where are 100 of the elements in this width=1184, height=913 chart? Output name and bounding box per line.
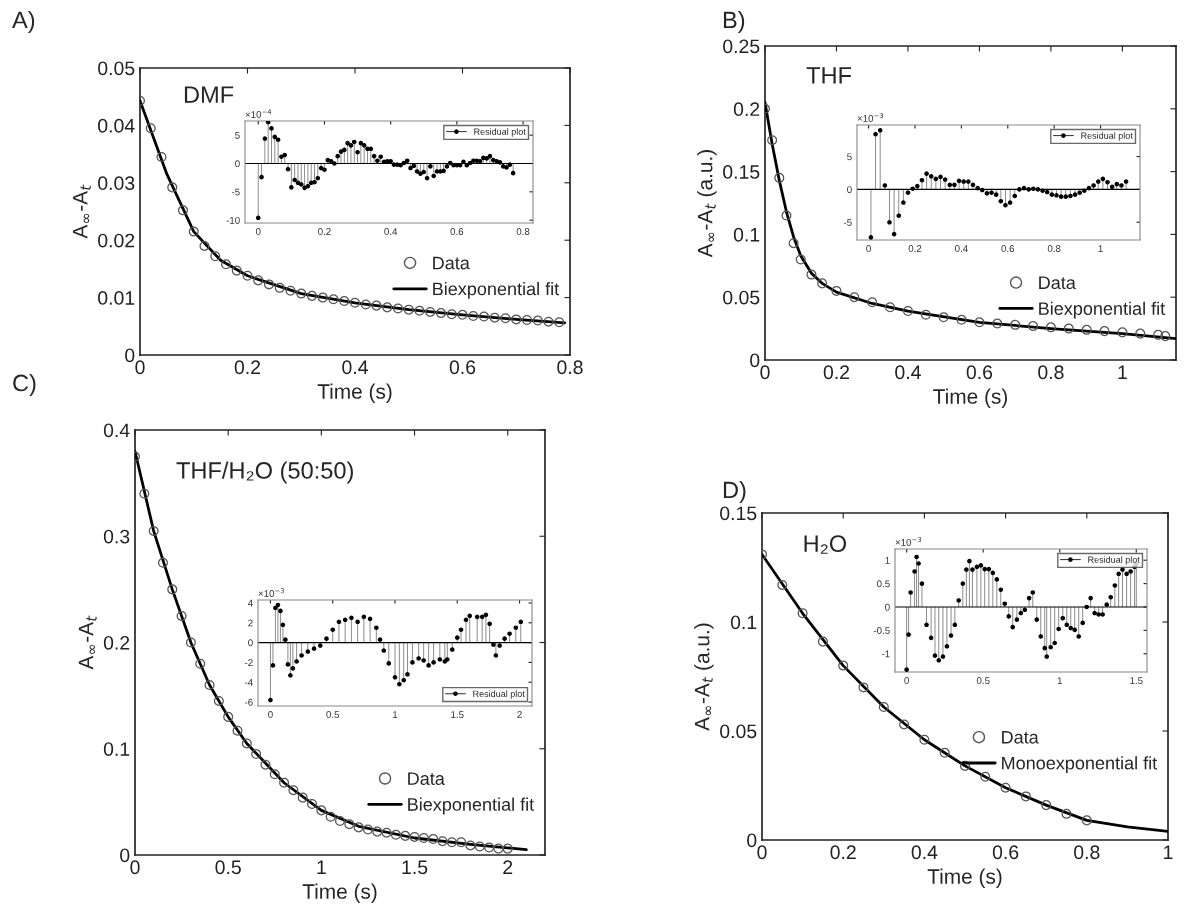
annotation: ×10$^{−3}$: [857, 112, 884, 122]
x-tick-label: 0.6: [992, 845, 1019, 860]
x-tick-label: 1: [317, 860, 326, 874]
x-tick-label: 0.4: [955, 245, 968, 252]
y-tick-label: -5: [843, 219, 852, 226]
legend-label: Biexponential fit: [433, 282, 560, 299]
annotation: THF: [806, 67, 852, 84]
y-tick-label: -0.5: [873, 627, 890, 634]
x-tick-label: 0.2: [318, 228, 331, 235]
legend-label: Monoexponential fit: [1002, 756, 1158, 774]
x-tick-label: 0.8: [1074, 845, 1100, 860]
x-tick-label: 0.8: [557, 360, 583, 375]
x-tick-label: 1: [393, 711, 398, 718]
x-tick-label: 0.8: [516, 228, 530, 235]
x-tick-label: 2: [517, 711, 522, 718]
annotation: DMF: [184, 86, 234, 103]
y-tick-label: -5: [231, 188, 240, 196]
y-axis-title: A$_{∞}$-A$_{t}$ (a.u.): [697, 150, 717, 258]
x-tick-label: 0.5: [976, 677, 990, 684]
y-tick-label: 0.05: [720, 724, 757, 739]
x-axis-title: Time (s): [927, 868, 1002, 888]
y-tick-label: 0.05: [723, 290, 760, 305]
y-tick-label: -1: [881, 650, 890, 658]
x-tick-label: 0: [255, 228, 261, 235]
x-tick-label: 1: [1164, 845, 1173, 859]
x-tick-label: 1: [1098, 245, 1103, 252]
annotation: THF/H₂O (50:50): [176, 461, 353, 484]
y-tick-label: -4: [244, 679, 253, 686]
text: A): [12, 11, 35, 33]
y-axis-title: A$_{∞}$-A$_{t}$: [73, 184, 91, 239]
x-axis-title: Time (s): [933, 388, 1008, 408]
x-axis-title: Time (s): [317, 383, 392, 403]
y-tick-label: 0.02: [98, 233, 135, 248]
x-tick-label: 1: [1118, 365, 1127, 379]
x-tick-label: 0: [135, 360, 145, 375]
x-tick-label: 0.6: [1001, 245, 1015, 252]
x-tick-label: 0.4: [342, 360, 368, 375]
y-tick-label: -6: [244, 698, 253, 706]
legend-label: Data: [1002, 731, 1039, 744]
y-tick-label: 0.03: [98, 176, 135, 191]
legend-label: Residual plot: [1081, 132, 1133, 141]
y-tick-label: 0.15: [723, 165, 760, 179]
y-axis-title: A$_{∞}$-A$_{t}$ (a.u.): [694, 623, 714, 731]
x-tick-label: 0.4: [895, 365, 921, 380]
legend-label: Residual plot: [473, 690, 525, 699]
y-tick-label: 0.5: [877, 580, 890, 588]
y-axis-title: A$_{∞}$-A$_{t}$: [78, 615, 97, 670]
x-tick-label: 0.6: [450, 228, 464, 235]
y-tick-label: -10: [226, 216, 240, 224]
x-tick-label: 0: [866, 245, 871, 252]
y-tick-label: 0: [235, 160, 240, 168]
y-tick-label: 0.4: [103, 423, 130, 438]
legend-label: Data: [1039, 276, 1076, 290]
x-tick-label: 0.4: [384, 228, 398, 235]
y-tick-label: 0.2: [733, 102, 760, 117]
y-tick-label: -2: [244, 659, 253, 666]
text: D): [723, 481, 746, 503]
x-tick-label: 0.4: [911, 845, 938, 860]
x-tick-label: 1.5: [402, 860, 428, 875]
x-tick-label: 0: [760, 365, 770, 380]
y-tick-label: 0.1: [103, 742, 130, 756]
y-tick-label: 0: [847, 186, 852, 194]
annotation: H₂O: [804, 535, 847, 554]
x-tick-label: 0.8: [1047, 245, 1061, 252]
legend-label: Residual plot: [474, 128, 526, 137]
x-tick-label: 0.5: [326, 711, 340, 718]
x-axis-title: Time (s): [302, 883, 377, 903]
y-tick-label: 0.1: [730, 615, 757, 630]
x-tick-label: 1.5: [451, 711, 464, 718]
x-tick-label: 0.6: [449, 360, 476, 375]
y-tick-label: 0.1: [733, 227, 760, 242]
y-tick-label: 5: [847, 153, 852, 161]
y-tick-label: 0.15: [720, 506, 757, 521]
x-tick-label: 1: [1057, 677, 1062, 684]
y-tick-label: 0: [885, 603, 890, 611]
annotation: ×10$^{−3}$: [895, 536, 922, 546]
y-tick-label: 4: [247, 599, 253, 607]
x-tick-label: 1.5: [1130, 677, 1143, 684]
text: C): [13, 373, 36, 396]
y-tick-label: 0: [248, 639, 253, 647]
y-tick-label: 0: [747, 833, 757, 848]
annotation: ×10$^{−4}$: [245, 109, 272, 118]
legend-label: Residual plot: [1088, 556, 1140, 565]
y-tick-label: 0.3: [103, 529, 130, 544]
legend-label: Biexponential fit: [1039, 301, 1166, 319]
y-tick-label: 2: [248, 619, 253, 627]
text: B): [723, 11, 745, 33]
x-tick-label: 0.2: [908, 245, 922, 252]
x-tick-label: 0: [268, 711, 273, 718]
y-tick-label: 5: [235, 132, 240, 139]
x-tick-label: 0: [904, 677, 909, 684]
y-tick-label: 0.05: [98, 61, 135, 76]
legend-label: Data: [408, 772, 445, 785]
y-tick-label: 0: [125, 348, 135, 363]
annotation: ×10$^{−3}$: [258, 588, 285, 597]
y-tick-label: 0.2: [103, 635, 130, 650]
x-tick-label: 0.6: [966, 365, 993, 380]
y-tick-label: 0.25: [723, 39, 760, 54]
y-tick-label: 0.01: [98, 291, 135, 305]
legend-label: Data: [433, 256, 470, 270]
